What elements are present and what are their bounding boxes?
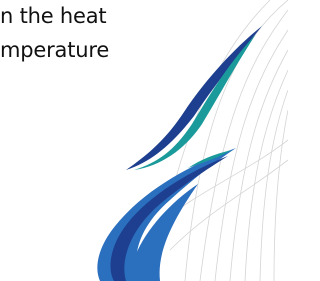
- gray-line: [170, 0, 270, 200]
- gray-line: [274, 110, 288, 281]
- slide: n the heat mperature (() => { const data…: [0, 0, 288, 281]
- text-line: n the heat: [0, 4, 106, 28]
- swoosh-navy: [126, 26, 262, 170]
- text-line: mperature: [0, 38, 109, 62]
- gray-line: [185, 0, 288, 281]
